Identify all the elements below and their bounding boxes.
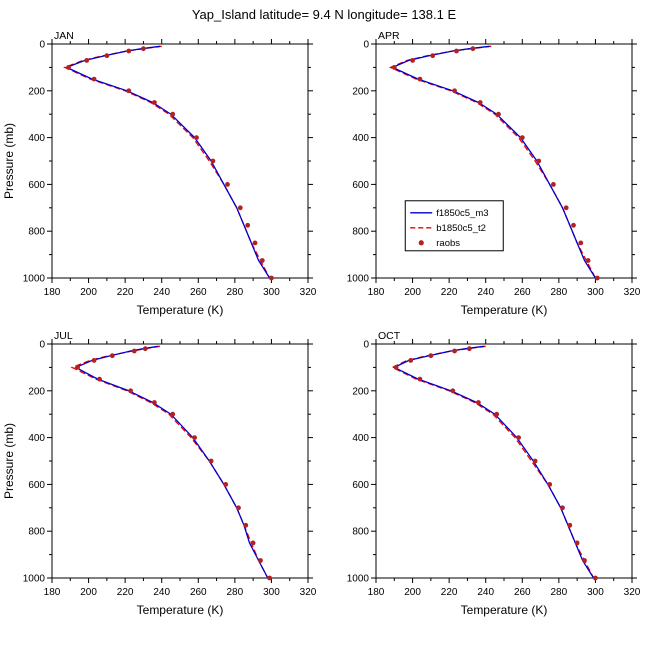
panel-oct-chart: 180 200 220 240 260 280 300 320 0 200 400 600 800 100… xyxy=(347,330,641,617)
svg-text:0: 0 xyxy=(39,40,45,51)
figure-title: Yap_Island latitude= 9.4 N longitude= 13… xyxy=(191,7,457,22)
svg-text:220: 220 xyxy=(117,587,134,598)
svg-text:260: 260 xyxy=(514,587,531,598)
svg-text:200: 200 xyxy=(404,287,421,298)
svg-text:220: 220 xyxy=(441,287,458,298)
svg-text:320: 320 xyxy=(624,287,641,298)
svg-text:220: 220 xyxy=(117,287,134,298)
svg-text:300: 300 xyxy=(263,587,280,598)
svg-text:800: 800 xyxy=(352,227,369,238)
svg-text:200: 200 xyxy=(404,587,421,598)
panel-oct: 180 200 220 240 260 280 300 320 0 200 400 600 800 100… xyxy=(324,326,648,626)
svg-text:600: 600 xyxy=(352,180,369,191)
svg-text:f1850c5_m3: f1850c5_m3 xyxy=(436,208,488,219)
svg-text:800: 800 xyxy=(28,527,45,538)
svg-text:1000: 1000 xyxy=(23,574,46,585)
svg-text:180: 180 xyxy=(44,287,61,298)
svg-text:200: 200 xyxy=(80,287,97,298)
svg-text:0: 0 xyxy=(363,40,369,51)
svg-text:280: 280 xyxy=(551,587,568,598)
svg-text:240: 240 xyxy=(153,287,170,298)
panels-grid: 180 200 220 240 260 280 300 320 0 200 400 600 800 100… xyxy=(0,26,648,626)
svg-text:Temperature (K): Temperature (K) xyxy=(461,303,548,317)
svg-text:180: 180 xyxy=(44,587,61,598)
svg-text:260: 260 xyxy=(190,587,207,598)
svg-text:180: 180 xyxy=(368,287,385,298)
svg-text:b1850c5_t2: b1850c5_t2 xyxy=(436,223,486,234)
svg-text:600: 600 xyxy=(28,180,45,191)
svg-text:300: 300 xyxy=(587,287,604,298)
svg-text:260: 260 xyxy=(514,287,531,298)
svg-text:raobs: raobs xyxy=(436,238,460,249)
svg-text:Temperature (K): Temperature (K) xyxy=(137,303,224,317)
svg-text:Pressure (mb): Pressure (mb) xyxy=(2,423,16,499)
svg-text:Temperature (K): Temperature (K) xyxy=(461,603,548,617)
svg-text:Temperature (K): Temperature (K) xyxy=(137,603,224,617)
svg-text:800: 800 xyxy=(28,227,45,238)
svg-text:300: 300 xyxy=(263,287,280,298)
panel-jan-chart: 180 200 220 240 260 280 300 320 0 200 400 600 800 100… xyxy=(2,30,317,317)
svg-text:200: 200 xyxy=(352,386,369,397)
panel-jan: 180 200 220 240 260 280 300 320 0 200 400 600 800 100… xyxy=(0,26,324,326)
svg-text:OCT: OCT xyxy=(378,330,401,342)
svg-text:1000: 1000 xyxy=(347,274,370,285)
svg-text:240: 240 xyxy=(153,587,170,598)
svg-text:240: 240 xyxy=(477,587,494,598)
svg-text:280: 280 xyxy=(227,587,244,598)
svg-text:260: 260 xyxy=(190,287,207,298)
svg-text:200: 200 xyxy=(80,587,97,598)
svg-text:320: 320 xyxy=(300,587,317,598)
svg-text:180: 180 xyxy=(368,587,385,598)
panel-apr-chart: 180 200 220 240 260 280 300 320 0 200 400 600 800 100… xyxy=(347,30,641,317)
svg-text:400: 400 xyxy=(352,433,369,444)
svg-text:0: 0 xyxy=(363,340,369,351)
svg-text:200: 200 xyxy=(28,386,45,397)
svg-text:200: 200 xyxy=(28,86,45,97)
svg-text:400: 400 xyxy=(352,133,369,144)
panel-jul-chart: 180 200 220 240 260 280 300 320 0 200 400 600 800 100… xyxy=(2,330,317,617)
svg-text:280: 280 xyxy=(227,287,244,298)
svg-text:280: 280 xyxy=(551,287,568,298)
svg-text:800: 800 xyxy=(352,527,369,538)
svg-text:220: 220 xyxy=(441,587,458,598)
svg-text:400: 400 xyxy=(28,433,45,444)
svg-text:Pressure (mb): Pressure (mb) xyxy=(2,123,16,199)
panel-jul: 180 200 220 240 260 280 300 320 0 200 400 600 800 100… xyxy=(0,326,324,626)
svg-text:320: 320 xyxy=(624,587,641,598)
svg-text:240: 240 xyxy=(477,287,494,298)
svg-text:APR: APR xyxy=(378,30,400,42)
svg-text:200: 200 xyxy=(352,86,369,97)
svg-text:400: 400 xyxy=(28,133,45,144)
svg-text:JAN: JAN xyxy=(54,30,74,42)
svg-text:600: 600 xyxy=(352,480,369,491)
svg-text:300: 300 xyxy=(587,587,604,598)
svg-text:1000: 1000 xyxy=(347,574,370,585)
svg-text:320: 320 xyxy=(300,287,317,298)
svg-text:JUL: JUL xyxy=(54,330,73,342)
svg-text:600: 600 xyxy=(28,480,45,491)
svg-text:0: 0 xyxy=(39,340,45,351)
panel-apr: 180 200 220 240 260 280 300 320 0 200 400 600 800 100… xyxy=(324,26,648,326)
svg-text:1000: 1000 xyxy=(23,274,46,285)
